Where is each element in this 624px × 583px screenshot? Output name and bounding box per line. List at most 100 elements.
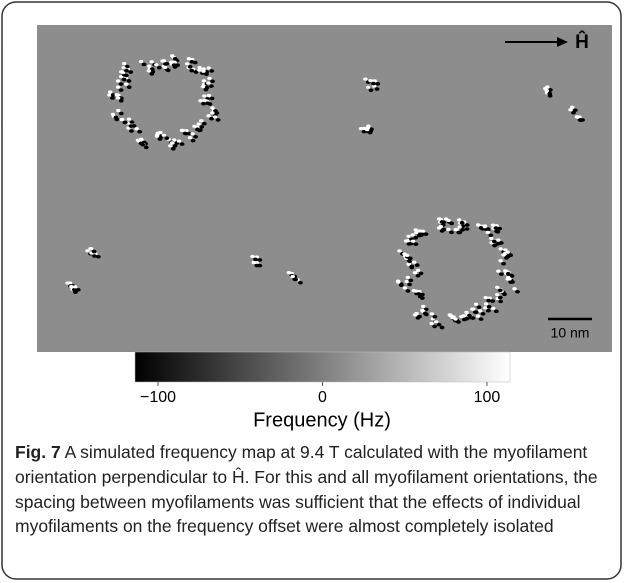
dipole-black xyxy=(129,120,135,124)
dipole-white xyxy=(161,59,167,63)
dipole-white xyxy=(186,57,192,61)
dipole-white xyxy=(473,302,479,306)
dipole-black xyxy=(123,73,129,78)
dipole-white xyxy=(206,81,211,85)
dipole-black xyxy=(204,72,209,77)
dipole-white xyxy=(446,218,451,223)
dipole-white xyxy=(85,249,90,253)
dipole-black xyxy=(459,221,465,225)
dipole-white xyxy=(108,90,113,94)
dipole-white xyxy=(124,82,129,86)
dipole-white xyxy=(200,85,206,89)
dipole-white xyxy=(364,128,370,132)
dipole-white xyxy=(453,317,458,321)
dipole-white xyxy=(365,85,371,89)
dipole-black xyxy=(416,233,422,238)
dipole-black xyxy=(257,258,263,262)
dipole-black xyxy=(201,121,207,126)
dipole-black xyxy=(456,230,462,235)
dipole-white xyxy=(446,227,451,231)
dipole-white xyxy=(453,227,458,232)
dipole-black xyxy=(165,68,171,73)
dipole-white xyxy=(420,308,425,312)
dipole-white xyxy=(118,74,124,79)
dipole-black xyxy=(498,272,504,276)
dipole-white xyxy=(414,230,419,235)
caption-label: Fig. 7 xyxy=(15,442,61,462)
dipole-black xyxy=(423,307,429,312)
dipole-black xyxy=(547,88,553,92)
dipole-black xyxy=(137,129,143,134)
dipole-black xyxy=(547,91,553,96)
dipole-white xyxy=(498,247,503,251)
dipole-white xyxy=(171,138,177,142)
dipole-black xyxy=(199,125,205,129)
dipole-black xyxy=(298,280,303,285)
dipole-black xyxy=(497,288,503,293)
dipole-black xyxy=(149,72,155,76)
dipole-black xyxy=(113,115,119,120)
dipole-black xyxy=(209,116,214,121)
dipole-black xyxy=(128,70,134,74)
dipole-white xyxy=(114,93,119,97)
dipole-white xyxy=(170,54,175,58)
colorbar-tick-label: −100 xyxy=(140,389,176,406)
dipole-white xyxy=(483,302,489,306)
dipole-white xyxy=(201,79,207,83)
dipole-black xyxy=(501,261,507,266)
dipole-black xyxy=(398,283,404,287)
dipole-black xyxy=(193,70,199,74)
dipole-white xyxy=(464,310,469,314)
dipole-white xyxy=(187,136,193,140)
dipole-white xyxy=(201,69,206,73)
dipole-black xyxy=(171,63,177,67)
dipole-black xyxy=(486,298,492,303)
dipole-white xyxy=(154,134,160,138)
dipole-white xyxy=(483,306,488,310)
dipole-black xyxy=(253,257,258,262)
dipole-white xyxy=(545,85,550,89)
dipole-white xyxy=(456,218,462,222)
dipole-white xyxy=(115,85,121,89)
dipole-white xyxy=(201,67,206,71)
dipole-black xyxy=(71,287,77,292)
dipole-white xyxy=(251,261,257,265)
dipole-white xyxy=(405,253,410,257)
dipole-black xyxy=(179,142,185,146)
dipole-black xyxy=(578,118,583,123)
dipole-black xyxy=(172,144,178,148)
dipole-black xyxy=(405,289,411,293)
dipole-black xyxy=(414,263,420,267)
dipole-black xyxy=(464,316,470,321)
dipole-black xyxy=(415,273,421,278)
dipole-black xyxy=(149,67,155,71)
dipole-black xyxy=(494,229,499,234)
dipole-white xyxy=(491,306,496,310)
dipole-white xyxy=(199,119,204,123)
dipole-white xyxy=(116,108,121,113)
dipole-black xyxy=(472,310,478,314)
dipole-white xyxy=(421,304,426,308)
dipole-white xyxy=(210,111,215,115)
dipole-black xyxy=(464,227,470,231)
dipole-white xyxy=(121,61,127,66)
scale-bar-label: 10 nm xyxy=(551,325,590,341)
dipole-white xyxy=(206,66,211,70)
dipole-black xyxy=(515,289,520,294)
dipole-white xyxy=(475,223,481,227)
dipole-white xyxy=(176,139,182,143)
dipole-black xyxy=(456,320,461,324)
dipole-white xyxy=(507,277,512,281)
dipole-white xyxy=(489,236,494,241)
dipole-black xyxy=(439,229,445,233)
dipole-white xyxy=(436,217,442,221)
dipole-black xyxy=(418,271,424,276)
dipole-black xyxy=(143,145,149,150)
dipole-white xyxy=(107,93,112,97)
dipole-white xyxy=(163,65,168,70)
dipole-black xyxy=(432,314,438,319)
dipole-black xyxy=(75,288,81,292)
dipole-white xyxy=(503,248,508,252)
dipole-black xyxy=(182,131,188,136)
